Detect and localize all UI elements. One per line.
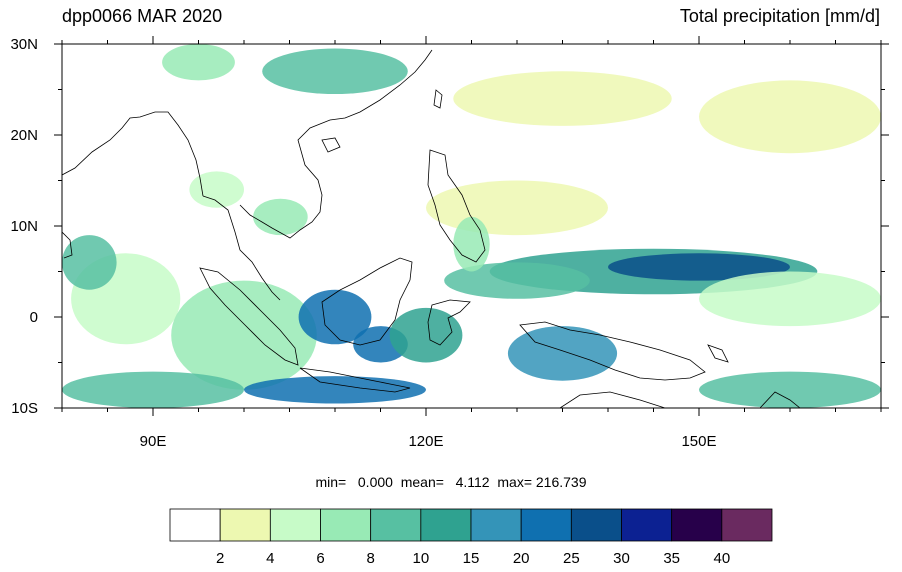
precip-region-17: [699, 80, 881, 154]
lon-tick-label-1: 120E: [408, 433, 443, 450]
colorbar-label-2: 6: [316, 550, 324, 567]
colorbar-box-5: [420, 508, 472, 542]
map-tick-labels: 90E 120E 150E 30N 20N 10N 0 10S: [10, 36, 716, 450]
coastline-borneo: [321, 257, 413, 346]
coastline-java: [299, 367, 411, 393]
colorbar-box-4: [370, 508, 422, 542]
map-title-left: dpp0066 MAR 2020: [62, 6, 223, 26]
coastline-sumatra: [199, 267, 299, 366]
colorbar-box-3: [320, 508, 372, 542]
colorbar-box-10: [671, 508, 723, 542]
colorbar-label-4: 10: [412, 550, 429, 567]
coastlines: [62, 49, 801, 408]
coastline-hainan: [321, 137, 341, 153]
stat-max-value: 216.739: [535, 474, 587, 490]
lon-tick-label-0: 90E: [140, 433, 167, 450]
precip-region-11: [244, 376, 426, 404]
colorbar-box-2: [269, 508, 321, 542]
map-title-right: Total precipitation [mm/d]: [679, 6, 880, 26]
precip-region-3: [298, 289, 372, 345]
precip-region-6: [507, 326, 618, 381]
precip-region-20: [453, 216, 490, 272]
lat-tick-label-3: 0: [30, 309, 38, 326]
colorbar-box-7: [520, 508, 572, 542]
coastline-indochina: [239, 49, 433, 239]
coastline-new-guinea: [519, 321, 706, 381]
precip-region-21: [189, 171, 244, 208]
colorbar-label-10: 40: [713, 550, 730, 567]
colorbar-label-3: 8: [366, 550, 374, 567]
coastline-sulawesi: [427, 299, 471, 346]
precip-region-12: [62, 371, 244, 408]
coastline-sri-lanka: [62, 231, 73, 259]
colorbar-label-0: 2: [216, 550, 224, 567]
precip-region-9: [444, 262, 590, 299]
stat-mean-label: mean=: [400, 474, 444, 490]
colorbar-box-11: [721, 508, 773, 542]
colorbar-label-8: 30: [613, 550, 630, 567]
stats-line: min= 0.000 mean= 4.112 max= 216.739: [0, 474, 902, 490]
colorbar-box-8: [570, 508, 622, 542]
precip-region-14: [262, 48, 408, 95]
precip-region-13: [699, 371, 881, 408]
precip-region-5: [389, 307, 463, 363]
coastline-philippines: [427, 149, 486, 263]
precip-region-10: [699, 271, 881, 327]
precip-region-15: [162, 44, 235, 81]
precip-region-18: [426, 180, 608, 236]
lat-tick-label-0: 30N: [10, 36, 38, 53]
colorbar-label-5: 15: [463, 550, 480, 567]
coastline-malay-peninsula: [202, 195, 281, 301]
lat-tick-label-1: 20N: [10, 127, 38, 144]
precip-region-1: [62, 235, 117, 290]
colorbar: 2 4 6 8 10 15 20 25 30 35 40: [169, 508, 773, 567]
lon-tick-label-2: 150E: [681, 433, 716, 450]
coastline-bismarck: [707, 344, 729, 363]
precip-region-2: [171, 280, 317, 390]
colorbar-box-0: [169, 508, 221, 542]
stat-mean-value: 4.112: [455, 474, 490, 490]
colorbar-box-6: [470, 508, 522, 542]
colorbar-label-6: 20: [513, 550, 530, 567]
stat-max-label: max=: [497, 474, 532, 490]
precip-region-16: [453, 71, 672, 126]
colorbar-label-1: 4: [266, 550, 274, 567]
lat-tick-label-4: 10S: [11, 400, 38, 417]
precipitation-field: [62, 44, 881, 408]
precip-region-19: [253, 198, 308, 236]
colorbar-box-1: [219, 508, 271, 542]
stat-min-label: min=: [315, 474, 347, 490]
precip-region-8: [608, 253, 790, 281]
stat-min-value: 0.000: [357, 474, 393, 490]
coastline-india: [62, 111, 204, 197]
colorbar-box-9: [621, 508, 673, 542]
coastline-australia: [559, 391, 801, 408]
colorbar-label-7: 25: [563, 550, 580, 567]
lat-tick-label-2: 10N: [10, 218, 38, 235]
colorbar-label-9: 35: [663, 550, 680, 567]
coastline-taiwan: [433, 89, 443, 109]
map-ticks: [54, 36, 889, 416]
